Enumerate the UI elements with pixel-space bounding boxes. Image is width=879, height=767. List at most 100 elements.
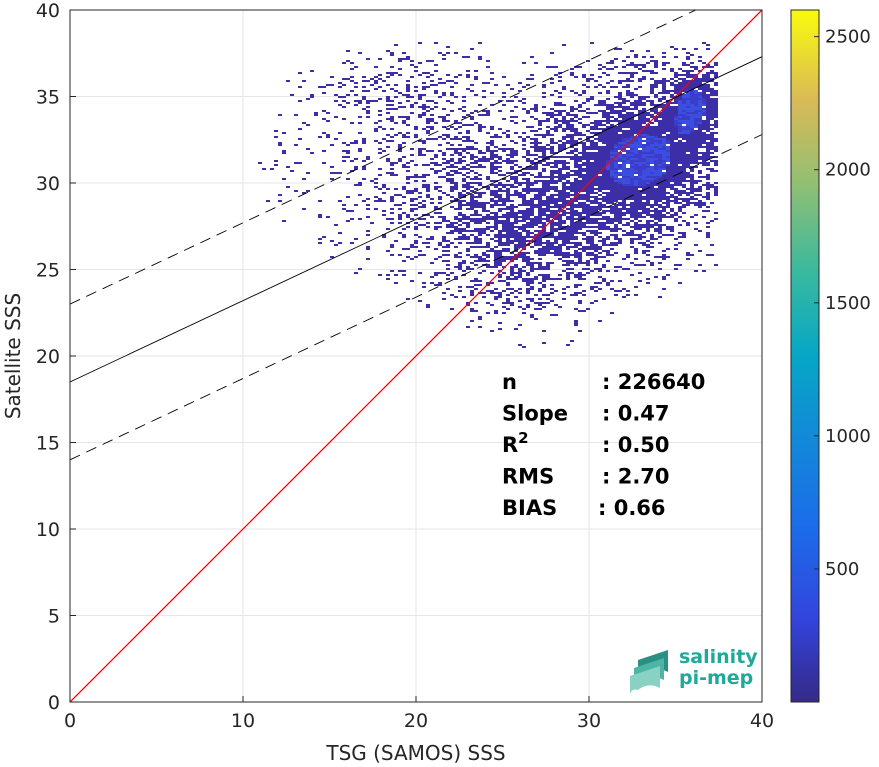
- density-cell: [650, 188, 654, 190]
- density-cell: [538, 198, 542, 200]
- density-cell: [574, 274, 578, 276]
- density-cell: [690, 114, 694, 116]
- density-cell: [650, 166, 654, 168]
- density-cell: [410, 160, 414, 162]
- density-cell: [506, 230, 510, 232]
- density-cell: [374, 178, 378, 180]
- density-cell: [670, 138, 674, 140]
- density-cell: [462, 180, 466, 182]
- density-cell: [598, 202, 602, 204]
- density-cell: [678, 86, 682, 88]
- density-cell: [402, 136, 406, 138]
- density-cell: [662, 142, 666, 144]
- density-cell: [646, 70, 650, 72]
- density-cell: [454, 256, 458, 258]
- density-cell: [658, 228, 662, 230]
- density-cell: [638, 144, 642, 146]
- density-cell: [474, 122, 478, 124]
- density-cell: [498, 256, 502, 258]
- density-cell: [578, 174, 582, 176]
- density-cell: [682, 126, 686, 128]
- density-cell: [630, 112, 634, 114]
- density-cell: [686, 174, 690, 176]
- density-cell: [642, 178, 646, 180]
- density-cell: [670, 130, 674, 132]
- density-cell: [510, 214, 514, 216]
- density-cell: [562, 188, 566, 190]
- density-cell: [602, 196, 606, 198]
- density-cell: [570, 118, 574, 120]
- density-cell: [686, 96, 690, 98]
- density-cell: [438, 216, 442, 218]
- density-cell: [490, 204, 494, 206]
- density-cell: [510, 156, 514, 158]
- density-cell: [566, 212, 570, 214]
- density-cell: [646, 166, 650, 168]
- density-cell: [606, 180, 610, 182]
- density-cell: [398, 160, 402, 162]
- density-cell: [518, 272, 522, 274]
- density-cell: [462, 214, 466, 216]
- density-cell: [566, 166, 570, 168]
- density-cell: [354, 100, 358, 102]
- density-cell: [694, 92, 698, 94]
- density-cell: [318, 238, 322, 240]
- density-cell: [594, 112, 598, 114]
- density-cell: [670, 214, 674, 216]
- density-cell: [410, 176, 414, 178]
- density-cell: [494, 312, 498, 314]
- density-cell: [514, 214, 518, 216]
- density-cell: [530, 174, 534, 176]
- density-cell: [638, 224, 642, 226]
- density-cell: [414, 126, 418, 128]
- density-cell: [410, 104, 414, 106]
- density-cell: [622, 160, 626, 162]
- density-cell: [702, 126, 706, 128]
- density-cell: [554, 182, 558, 184]
- density-cell: [510, 236, 514, 238]
- density-cell: [654, 238, 658, 240]
- density-cell: [578, 220, 582, 222]
- density-cell: [450, 174, 454, 176]
- density-cell: [534, 166, 538, 168]
- density-cell: [510, 230, 514, 232]
- density-cell: [674, 190, 678, 192]
- density-cell: [518, 288, 522, 290]
- density-cell: [642, 208, 646, 210]
- density-cell: [534, 180, 538, 182]
- density-cell: [546, 220, 550, 222]
- density-cell: [374, 88, 378, 90]
- density-cell: [626, 210, 630, 212]
- density-cell: [694, 162, 698, 164]
- density-cell: [582, 76, 586, 78]
- density-cell: [690, 154, 694, 156]
- density-cell: [714, 94, 718, 96]
- density-cell: [686, 156, 690, 158]
- density-cell: [410, 60, 414, 62]
- density-cell: [594, 208, 598, 210]
- density-cell: [590, 248, 594, 250]
- density-cell: [498, 242, 502, 244]
- density-cell: [490, 168, 494, 170]
- density-cell: [610, 178, 614, 180]
- density-cell: [638, 242, 642, 244]
- density-cell: [474, 220, 478, 222]
- density-cell: [338, 104, 342, 106]
- density-cell: [538, 298, 542, 300]
- density-cell: [690, 106, 694, 108]
- density-cell: [666, 256, 670, 258]
- density-cell: [614, 186, 618, 188]
- density-cell: [642, 64, 646, 66]
- density-cell: [590, 184, 594, 186]
- density-cell: [714, 190, 718, 192]
- density-cell: [482, 254, 486, 256]
- density-cell: [574, 190, 578, 192]
- density-cell: [618, 154, 622, 156]
- density-cell: [554, 114, 558, 116]
- density-cell: [462, 222, 466, 224]
- density-cell: [322, 118, 326, 120]
- density-cell: [578, 138, 582, 140]
- density-cell: [374, 186, 378, 188]
- density-cell: [538, 194, 542, 196]
- density-cell: [598, 194, 602, 196]
